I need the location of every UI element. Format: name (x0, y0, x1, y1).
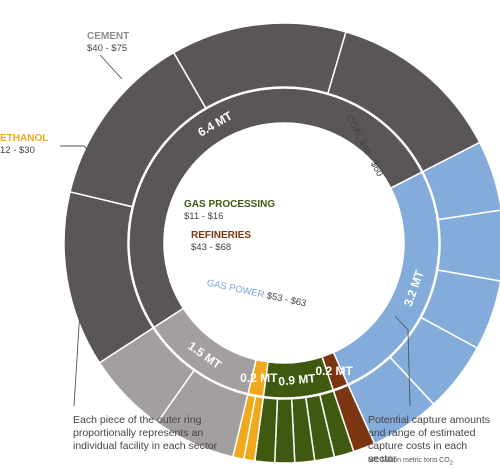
gas-power-name-label: GAS POWER $53 - $63 (206, 278, 307, 310)
gas-power-name: GAS POWER (206, 278, 268, 301)
ethanol-amount-label: 0.2 MT (240, 371, 278, 385)
ethanol-cost-label: 12 - $30 (0, 145, 35, 156)
refineries-name-label: REFINERIES (191, 230, 251, 241)
ring-segments (63, 22, 500, 464)
refineries-cost-label: $43 - $68 (191, 242, 231, 253)
cement-facility-segment (98, 326, 196, 424)
gas-processing-name-label: GAS PROCESSING (184, 199, 275, 210)
cement-leader (99, 54, 123, 80)
annotation-leaders (60, 54, 411, 407)
ethanol-leader (60, 145, 98, 160)
units-footnote: MT: Million metric tons CO2 (368, 456, 498, 468)
inner-ring-leader (394, 315, 411, 407)
units-footnote-sub: 2 (449, 460, 453, 467)
refineries-amount-label: 0.2 MT (315, 364, 353, 378)
outer-ring-leader (73, 265, 97, 407)
coal-inner-segment (128, 87, 423, 329)
gas-power-cost: $53 - $63 (266, 290, 308, 309)
gas-power-facility-segment (436, 209, 500, 282)
cement-inner-segment (152, 307, 257, 395)
units-footnote-text: MT: Million metric tons CO (368, 457, 450, 464)
cement-cost-label: $40 - $75 (87, 43, 127, 54)
outer-ring-note-text: Each piece of the outer ring proportiona… (73, 414, 218, 452)
gas-processing-amount-label: 0.9 MT (278, 371, 317, 389)
outer-ring-note: Each piece of the outer ring proportiona… (73, 414, 248, 453)
ethanol-name-label: ETHANOL (0, 133, 48, 144)
inner-ring-note: Potential capture amounts and range of e… (368, 414, 498, 466)
cement-name-label: CEMENT (87, 31, 129, 42)
inner-ring-note-text: Potential capture amounts and range of e… (368, 414, 490, 465)
gas-processing-cost-label: $11 - $16 (184, 211, 223, 222)
